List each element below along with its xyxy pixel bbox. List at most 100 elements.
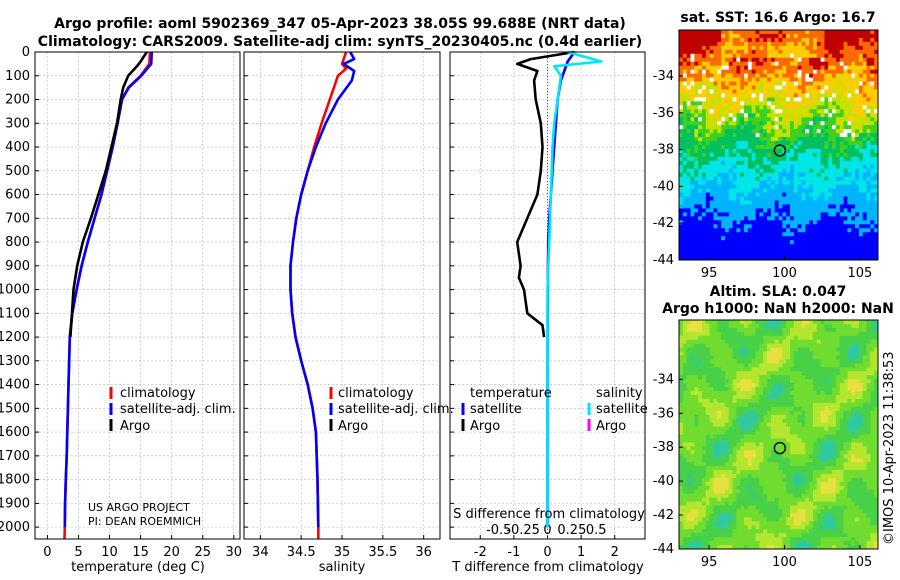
map-cell bbox=[713, 371, 718, 376]
map-cell bbox=[874, 335, 879, 341]
map-cell bbox=[858, 395, 864, 400]
map-cell bbox=[732, 212, 737, 217]
map-cell bbox=[747, 418, 753, 424]
map-cell bbox=[866, 41, 871, 47]
map-cell bbox=[786, 125, 791, 130]
map-cell bbox=[740, 141, 745, 146]
map-cell bbox=[774, 406, 779, 412]
map-cell bbox=[705, 335, 711, 341]
map-cell bbox=[812, 77, 818, 82]
map-cell bbox=[770, 442, 776, 447]
map-cell bbox=[801, 244, 806, 249]
map-cell bbox=[820, 97, 825, 102]
map-cell bbox=[740, 347, 745, 352]
map-cell bbox=[862, 137, 867, 142]
map-cell bbox=[789, 224, 795, 229]
map-cell bbox=[736, 418, 741, 424]
map-cell bbox=[717, 121, 722, 126]
map-cell bbox=[744, 248, 749, 253]
map-cell bbox=[832, 383, 837, 388]
map-cell bbox=[701, 73, 707, 78]
map-cell bbox=[805, 339, 810, 345]
map-cell bbox=[717, 387, 722, 392]
map-cell bbox=[851, 395, 856, 400]
map-cell bbox=[679, 232, 684, 237]
map-cell bbox=[801, 105, 806, 110]
map-cell bbox=[686, 137, 691, 142]
map-cell bbox=[801, 375, 806, 380]
map-cell bbox=[679, 49, 684, 55]
map-cell bbox=[782, 69, 787, 75]
map-cell bbox=[774, 204, 779, 209]
map-cell bbox=[835, 244, 841, 249]
map-cell bbox=[809, 402, 814, 408]
map-cell bbox=[874, 442, 879, 447]
map-cell bbox=[824, 81, 829, 86]
map-cell bbox=[774, 391, 779, 396]
map-cell bbox=[812, 97, 818, 102]
map-cell bbox=[824, 414, 829, 420]
map-cell bbox=[701, 327, 707, 333]
map-cell bbox=[679, 359, 684, 364]
map-cell bbox=[701, 236, 707, 241]
map-cell bbox=[858, 69, 864, 75]
map-cell bbox=[874, 33, 879, 39]
map-cell bbox=[732, 113, 737, 118]
map-cell bbox=[740, 137, 745, 142]
map-cell bbox=[778, 61, 783, 67]
map-cell bbox=[835, 220, 841, 225]
map-cell bbox=[755, 422, 760, 428]
map-cell bbox=[835, 224, 841, 229]
map-cell bbox=[782, 446, 787, 451]
map-cell bbox=[793, 45, 799, 51]
map-cell bbox=[686, 117, 691, 122]
sst-map-title: sat. SST: 16.6 Argo: 16.7 bbox=[680, 10, 875, 26]
map-cell bbox=[770, 117, 776, 122]
map-cell bbox=[782, 236, 787, 241]
y-tick-label: -38 bbox=[653, 143, 674, 158]
map-cell bbox=[858, 176, 864, 182]
map-cell bbox=[682, 418, 688, 424]
map-cell bbox=[763, 220, 768, 225]
map-cell bbox=[763, 180, 768, 186]
map-cell bbox=[847, 232, 852, 237]
map-cell bbox=[698, 69, 703, 75]
map-cell bbox=[816, 129, 821, 134]
x-tick-label: 15 bbox=[132, 545, 149, 560]
map-cell bbox=[767, 232, 772, 237]
map-cell bbox=[721, 406, 726, 412]
map-cell bbox=[789, 426, 795, 431]
map-cell bbox=[789, 347, 795, 352]
map-cell bbox=[698, 105, 703, 110]
map-cell bbox=[801, 359, 806, 364]
map-cell bbox=[694, 422, 699, 428]
map-cell bbox=[851, 121, 856, 126]
map-cell bbox=[759, 220, 764, 225]
map-cell bbox=[679, 406, 684, 412]
map-cell bbox=[832, 176, 837, 182]
map-cell bbox=[786, 41, 791, 47]
map-cell bbox=[778, 168, 783, 174]
map-cell bbox=[809, 240, 814, 245]
map-cell bbox=[679, 434, 684, 439]
map-cell bbox=[709, 125, 714, 130]
map-cell bbox=[724, 137, 730, 142]
map-cell bbox=[797, 402, 802, 408]
map-cell bbox=[744, 371, 749, 376]
map-cell bbox=[858, 379, 864, 384]
map-cell bbox=[843, 236, 848, 241]
map-cell bbox=[724, 379, 730, 384]
map-cell bbox=[721, 387, 726, 392]
map-cell bbox=[774, 446, 779, 451]
map-cell bbox=[847, 398, 852, 404]
map-cell bbox=[728, 224, 733, 229]
map-cell bbox=[736, 212, 741, 217]
map-cell bbox=[759, 37, 764, 43]
map-cell bbox=[770, 145, 776, 150]
map-cell bbox=[767, 152, 772, 158]
map-cell bbox=[824, 113, 829, 118]
map-cell bbox=[847, 113, 852, 118]
map-cell bbox=[782, 192, 787, 197]
map-cell bbox=[774, 240, 779, 245]
map-cell bbox=[828, 240, 833, 245]
